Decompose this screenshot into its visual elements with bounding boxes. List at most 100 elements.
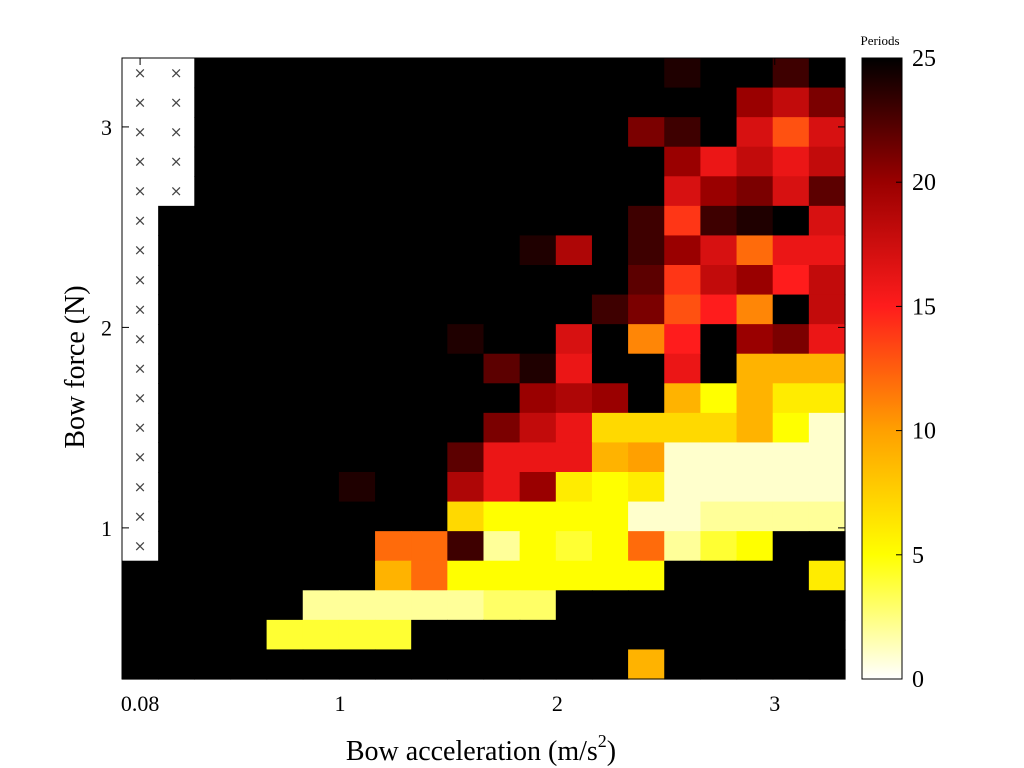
heatmap-cell xyxy=(266,649,304,680)
heatmap-cell xyxy=(411,265,448,296)
heatmap-cell xyxy=(700,590,738,621)
heatmap-cell xyxy=(338,87,376,118)
heatmap-cell xyxy=(664,619,701,651)
heatmap-cell xyxy=(483,649,521,680)
heatmap-cell xyxy=(158,442,195,473)
heatmap-cell xyxy=(338,176,376,207)
colorbar xyxy=(861,57,903,680)
colorbar-tick-label: 10 xyxy=(912,419,936,445)
heatmap-cell xyxy=(375,501,412,532)
heatmap-cell xyxy=(519,146,557,177)
no-data-mark: × xyxy=(134,330,147,348)
heatmap-cell xyxy=(266,294,304,325)
no-data-mark: × xyxy=(134,360,147,378)
no-data-mark: × xyxy=(170,93,183,111)
heatmap-cell xyxy=(736,87,774,118)
heatmap-cell xyxy=(158,235,195,266)
heatmap-cell xyxy=(158,265,195,296)
heatmap-cell xyxy=(700,501,738,532)
heatmap-cell xyxy=(591,501,629,532)
heatmap-cell xyxy=(519,117,557,148)
heatmap-cell xyxy=(375,235,412,266)
heatmap-cell xyxy=(338,117,376,148)
heatmap-cell xyxy=(628,205,665,237)
heatmap-cell xyxy=(808,442,846,473)
heatmap-cell xyxy=(591,58,629,89)
heatmap-cell xyxy=(700,560,738,591)
heatmap-cell xyxy=(230,649,268,680)
heatmap-cell xyxy=(808,87,846,118)
heatmap-cell xyxy=(519,205,557,237)
heatmap-cell xyxy=(628,619,665,651)
heatmap-cell xyxy=(664,146,701,177)
heatmap-cell xyxy=(338,501,376,532)
heatmap-cell xyxy=(230,87,268,118)
heatmap-cell xyxy=(555,501,593,532)
heatmap-cell xyxy=(555,590,593,621)
heatmap-cell xyxy=(338,442,376,473)
heatmap-cell xyxy=(700,146,738,177)
heatmap-cell xyxy=(230,472,268,503)
heatmap-cell xyxy=(194,146,232,177)
heatmap-cell xyxy=(519,531,557,562)
heatmap-cell xyxy=(736,235,774,266)
plot-frame xyxy=(121,57,846,680)
heatmap-cell xyxy=(158,324,195,355)
heatmap-cell xyxy=(338,383,376,414)
heatmap-cell xyxy=(302,501,340,532)
heatmap-cell xyxy=(375,58,412,89)
no-data-mark: × xyxy=(134,212,147,230)
heatmap-cell xyxy=(230,205,268,237)
heatmap-cell xyxy=(519,560,557,591)
heatmap-cell xyxy=(447,265,485,296)
heatmap-cell xyxy=(591,590,629,621)
heatmap-cell xyxy=(555,353,593,384)
heatmap-cell xyxy=(664,58,701,89)
heatmap-cell xyxy=(302,294,340,325)
heatmap-cell xyxy=(411,176,448,207)
heatmap-cell xyxy=(772,324,810,355)
heatmap-cell xyxy=(700,205,738,237)
heatmap-cell xyxy=(736,58,774,89)
heatmap-cell xyxy=(266,58,304,89)
heatmap-cell xyxy=(230,353,268,384)
heatmap-cell xyxy=(375,649,412,680)
heatmap-cell xyxy=(772,412,810,444)
heatmap-cell xyxy=(338,531,376,562)
heatmap-cell xyxy=(447,590,485,621)
heatmap-cell xyxy=(266,412,304,444)
heatmap-cell xyxy=(411,353,448,384)
heatmap-cell xyxy=(555,117,593,148)
heatmap-cell xyxy=(158,383,195,414)
heatmap-cell xyxy=(483,265,521,296)
heatmap-cell xyxy=(664,383,701,414)
heatmap-cell xyxy=(194,472,232,503)
heatmap-cell xyxy=(664,205,701,237)
heatmap-cell xyxy=(302,383,340,414)
heatmap-cell xyxy=(772,383,810,414)
heatmap-cell xyxy=(338,146,376,177)
heatmap-cell xyxy=(375,265,412,296)
heatmap-cell xyxy=(483,560,521,591)
no-data-mark: × xyxy=(134,389,147,407)
heatmap-cell xyxy=(411,235,448,266)
heatmap-cell xyxy=(194,383,232,414)
y-tick-label: 3 xyxy=(101,115,112,140)
heatmap-cell xyxy=(338,560,376,591)
heatmap-cell xyxy=(736,531,774,562)
y-axis: 1 2 3 xyxy=(101,115,845,541)
heatmap-cell xyxy=(338,619,376,651)
heatmap-cell xyxy=(411,58,448,89)
heatmap-cell xyxy=(338,590,376,621)
heatmap-cell xyxy=(266,265,304,296)
heatmap-cell xyxy=(338,235,376,266)
heatmap-cell xyxy=(700,58,738,89)
heatmap-cell xyxy=(302,87,340,118)
heatmap-cell xyxy=(230,412,268,444)
heatmap-cell xyxy=(411,472,448,503)
heatmap-cell xyxy=(628,294,665,325)
heatmap-cell xyxy=(555,472,593,503)
heatmap-cell xyxy=(266,117,304,148)
heatmap-cell xyxy=(628,87,665,118)
